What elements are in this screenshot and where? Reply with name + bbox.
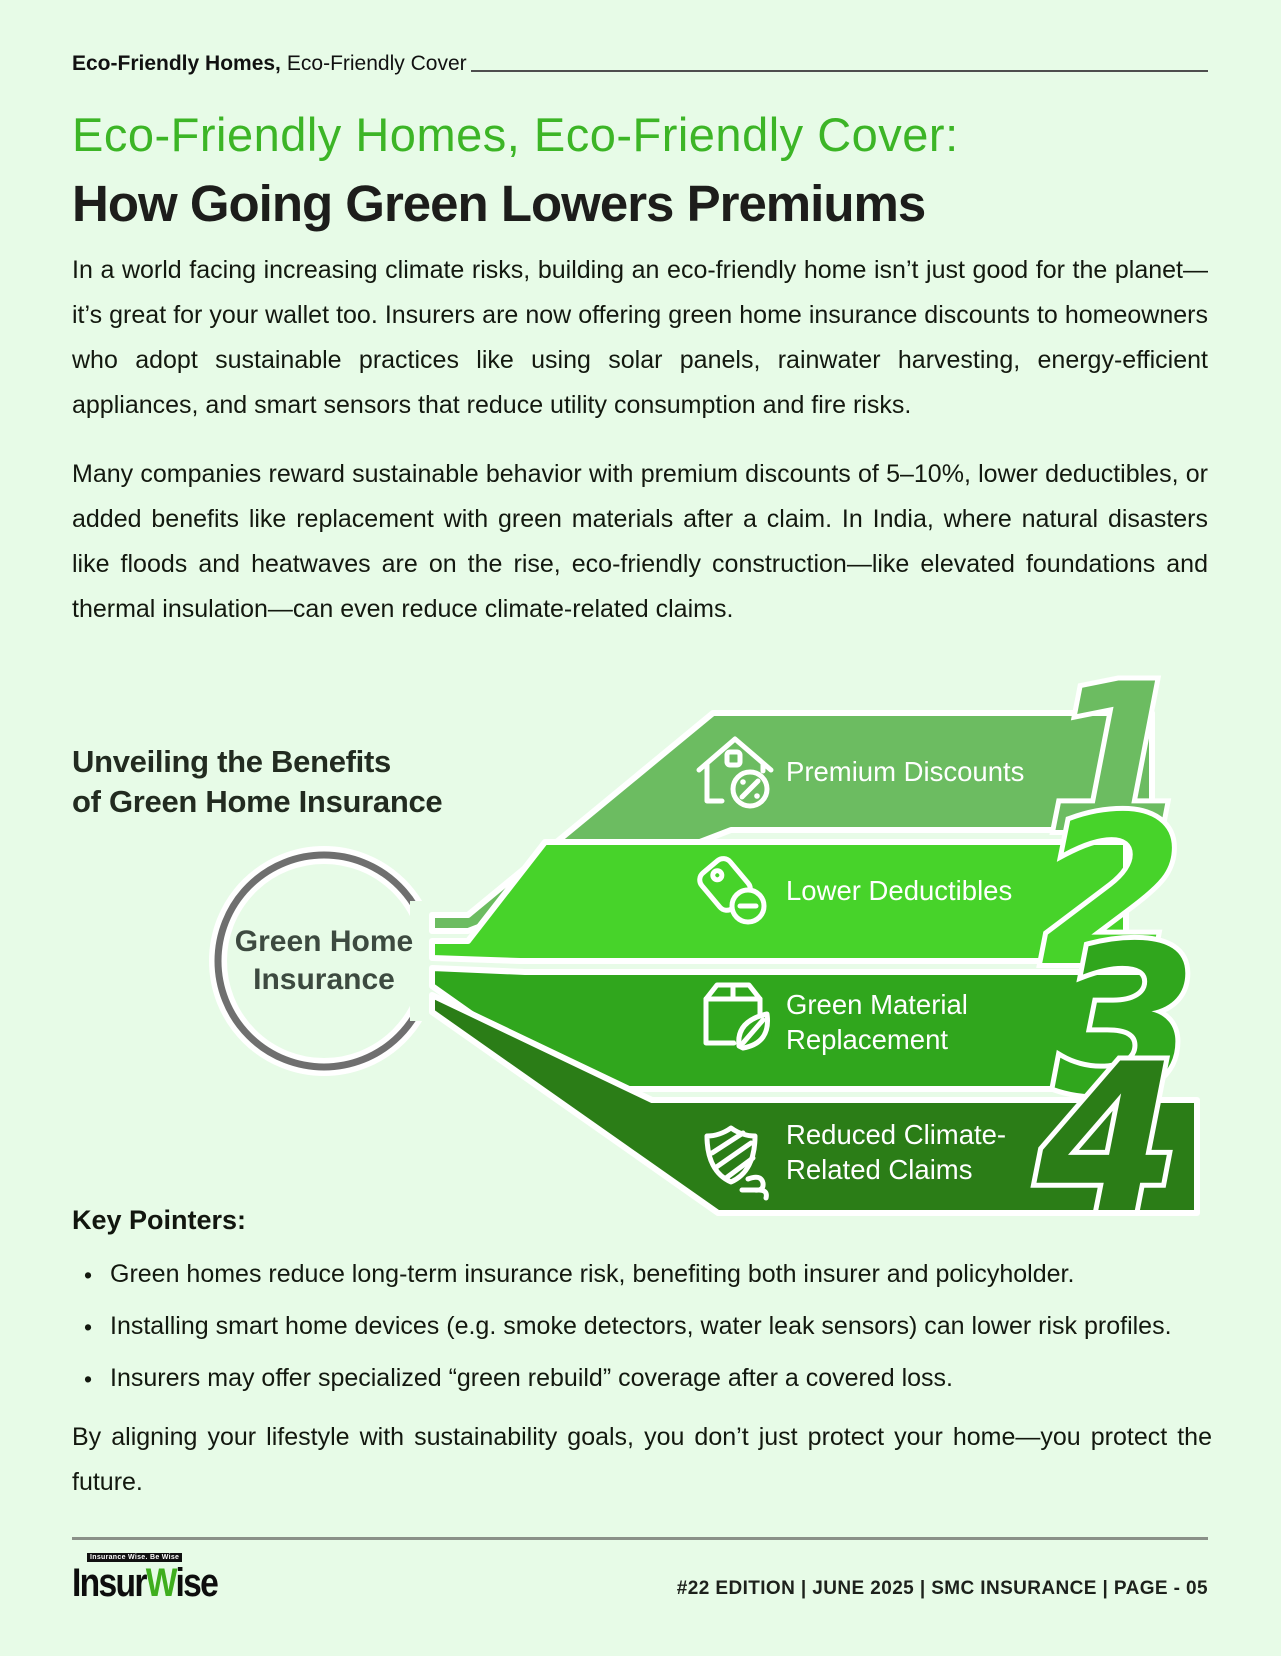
section-heading: Unveiling the Benefits of Green Home Ins…: [72, 742, 592, 822]
box-leaf-icon: [703, 982, 772, 1053]
logo-part1: Insur: [72, 1561, 147, 1605]
logo-w: W: [145, 1561, 177, 1605]
ribbon-banner-4: [429, 992, 1200, 1216]
key-pointers-heading: Key Pointers:: [72, 1205, 247, 1235]
footer-meta: #22 EDITION | JUNE 2025 | SMC INSURANCE …: [676, 1578, 1208, 1599]
section-heading-line2: of Green Home Insurance: [72, 784, 443, 819]
benefits-infographic: Green Home Insurance: [209, 650, 1202, 1225]
number-3: 3: [1055, 903, 1198, 1141]
shield-wind-icon: [704, 1125, 769, 1201]
logo-wordmark: InsurWise: [72, 1561, 219, 1605]
brand-logo: Insurance Wise. Be Wise InsurWise: [72, 1546, 245, 1605]
number-4: 4: [1036, 1021, 1180, 1225]
banner-1-label: Premium Discounts: [786, 756, 1024, 787]
kicker-rule: [470, 70, 1208, 72]
banner-4-label-line1: Reduced Climate-: [786, 1119, 1006, 1150]
house-percent-icon: [696, 736, 774, 809]
page-title-green: Eco-Friendly Homes, Eco-Friendly Cover:: [72, 108, 959, 161]
logo-part2: ise: [175, 1561, 218, 1605]
page-title-black: How Going Green Lowers Premiums: [72, 175, 926, 232]
section-heading-line1: Unveiling the Benefits: [72, 744, 391, 779]
banner-4-label-line2: Related Claims: [786, 1154, 972, 1185]
list-item: Installing smart home devices (e.g. smok…: [84, 1304, 1212, 1350]
key-pointers-list: Green homes reduce long-term insurance r…: [72, 1252, 1212, 1402]
footer-rule: [72, 1537, 1208, 1540]
kicker-bold: Eco-Friendly Homes,: [72, 52, 281, 75]
ribbon-banner-3: [429, 965, 1153, 1092]
list-item: Green homes reduce long-term insurance r…: [84, 1252, 1212, 1298]
tag-minus-icon: [697, 856, 767, 925]
kicker: Eco-Friendly Homes, Eco-Friendly Cover: [72, 52, 1208, 76]
kicker-regular: Eco-Friendly Cover: [286, 52, 467, 75]
number-1: 1: [1047, 650, 1190, 879]
hub-label-line2: Insurance: [253, 963, 395, 996]
banner-3-label-line2: Replacement: [786, 1024, 948, 1055]
logo-tagline: Insurance Wise. Be Wise: [87, 1553, 183, 1562]
hub-label-line1: Green Home: [235, 925, 413, 958]
hub-ring: [209, 846, 458, 1076]
intro-copy: In a world facing increasing climate ris…: [72, 248, 1208, 656]
key-pointers-section: Key Pointers: Green homes reduce long-te…: [72, 1205, 1212, 1530]
banner-3-label-line1: Green Material: [786, 989, 968, 1020]
ribbon-banner-2: [429, 839, 1129, 964]
list-item: Insurers may offer specialized “green re…: [84, 1356, 1212, 1402]
number-2: 2: [1041, 774, 1184, 1012]
banner-2-label: Lower Deductibles: [786, 875, 1012, 906]
intro-paragraph-2: Many companies reward sustainable behavi…: [72, 460, 1208, 623]
closing-paragraph: By aligning your lifestyle with sustaina…: [72, 1423, 1212, 1496]
intro-paragraph-1: In a world facing increasing climate ris…: [72, 256, 1208, 419]
